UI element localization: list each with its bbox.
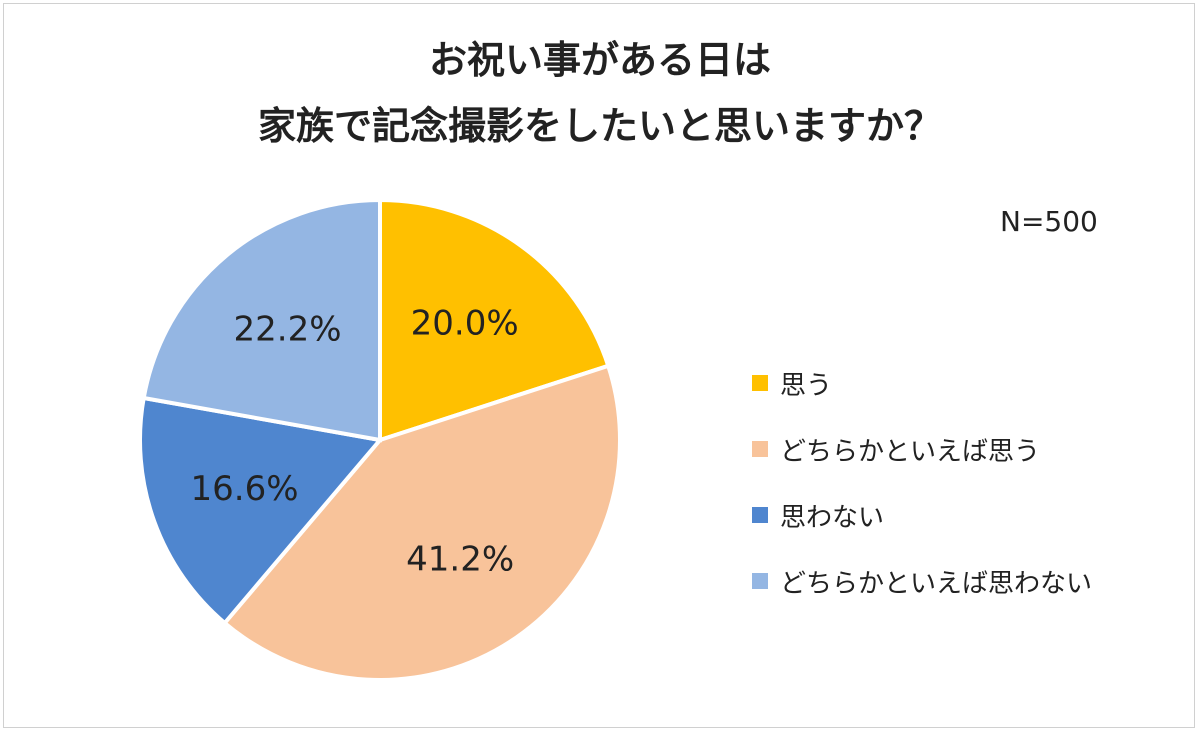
legend-label: 思う <box>780 370 833 401</box>
pie-slice <box>221 363 622 682</box>
pie-data-label: 16.6% <box>191 469 299 509</box>
pie-slice <box>138 395 384 626</box>
legend-label: どちらかといえば思わない <box>780 568 1093 599</box>
legend-item-dochiraka-omou: どちらかといえば思う <box>752 432 1092 467</box>
legend-label: どちらかといえば思う <box>780 436 1041 467</box>
legend-item-dochiraka-omowanai: どちらかといえば思わない <box>752 564 1093 599</box>
legend-swatch <box>752 375 768 391</box>
sample-size-note: N=500 <box>1000 205 1098 238</box>
pie-slice <box>378 197 611 443</box>
legend-swatch <box>752 573 768 589</box>
legend-swatch <box>752 507 768 523</box>
pie-data-label: 41.2% <box>406 540 514 580</box>
pie-slice <box>141 197 382 443</box>
chart-title-line-2: 家族で記念撮影をしたいと思いますか？ <box>257 104 942 148</box>
pie-data-label: 22.2% <box>234 310 342 350</box>
legend-swatch <box>752 441 768 457</box>
chart-title-line-1: お祝い事がある日は <box>428 38 771 82</box>
legend-label: 思わない <box>780 502 885 533</box>
pie-data-label: 20.0% <box>411 304 519 344</box>
legend-item-omowanai: 思わない <box>752 498 1092 533</box>
legend-item-omou: 思う <box>752 366 1092 401</box>
legend: 思う どちらかといえば思う 思わない どちらかといえば思わない <box>752 366 1092 630</box>
